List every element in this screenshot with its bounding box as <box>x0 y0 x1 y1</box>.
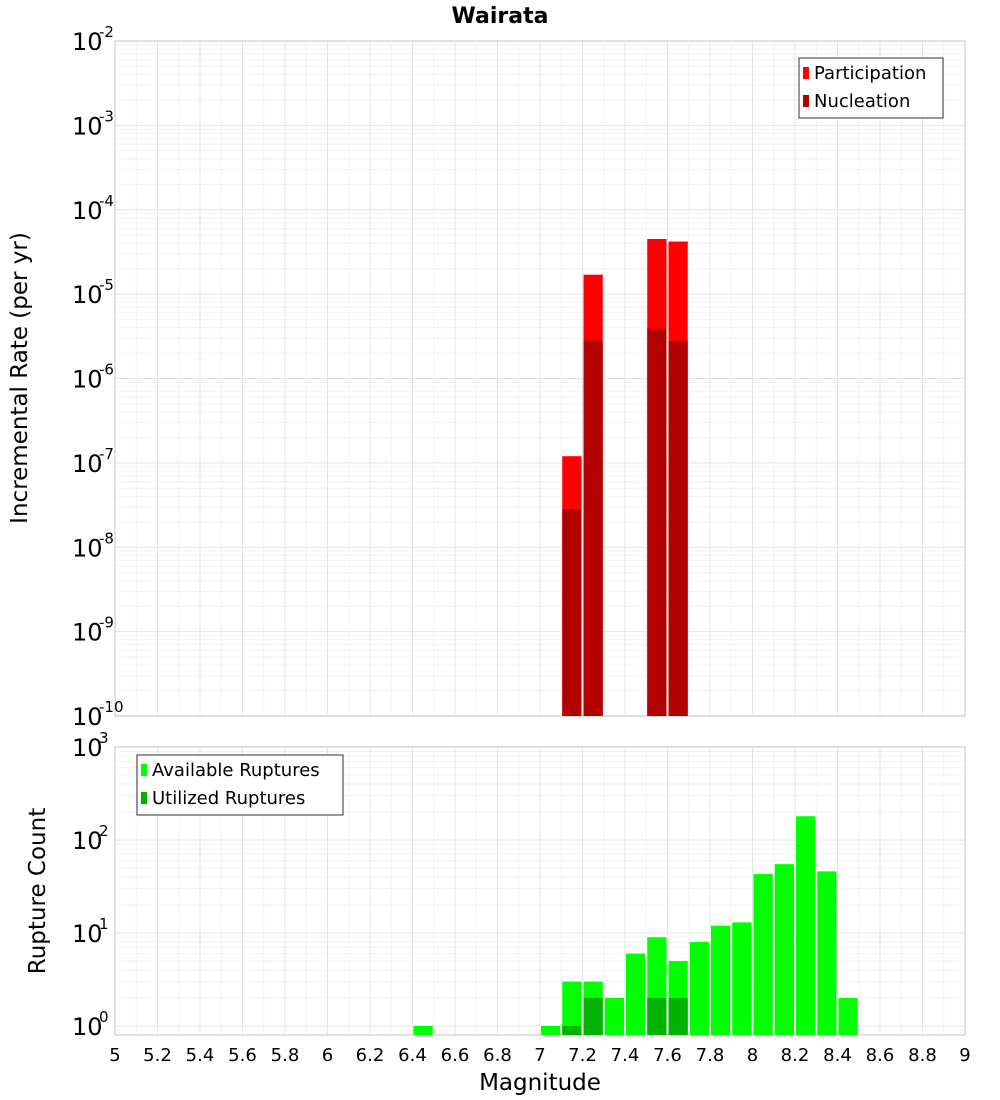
bottom-bar-available-ruptures <box>817 871 837 1035</box>
x-tick-label: 6.4 <box>398 1045 427 1066</box>
x-tick-label: 9 <box>959 1045 970 1066</box>
bottom-bar-available-ruptures <box>413 1025 433 1035</box>
bottom-bars <box>413 816 858 1035</box>
bottom-y-tick-base: 10 <box>72 920 103 948</box>
x-tick-label: 7.4 <box>611 1045 640 1066</box>
top-y-tick-exponent: -4 <box>99 192 114 210</box>
top-y-tick-base: 10 <box>72 112 103 140</box>
top-y-tick-labels: 10-210-310-410-510-610-710-810-910-10 <box>72 23 124 731</box>
bottom-bar-available-ruptures <box>541 1025 561 1035</box>
top-y-tick-exponent: -8 <box>99 529 114 547</box>
x-tick-label: 7.8 <box>696 1045 725 1066</box>
bottom-bar-available-ruptures <box>711 925 731 1035</box>
x-tick-label: 8.2 <box>781 1045 810 1066</box>
bottom-bar-available-ruptures <box>753 874 773 1035</box>
top-y-tick-exponent: -9 <box>99 614 114 632</box>
bottom-legend-label: Utilized Ruptures <box>152 788 305 809</box>
top-y-tick-exponent: -2 <box>99 23 114 41</box>
top-y-tick-exponent: -7 <box>99 445 114 463</box>
x-tick-label: 5.4 <box>186 1045 215 1066</box>
top-y-axis-label: Incremental Rate (per yr) <box>7 232 33 524</box>
x-tick-label: 5.6 <box>228 1045 257 1066</box>
top-bar-nucleation <box>562 509 582 716</box>
bottom-bar-utilized-ruptures <box>583 997 603 1035</box>
top-legend-label: Nucleation <box>814 91 910 112</box>
bottom-legend-box <box>136 754 344 816</box>
x-tick-label: 5 <box>109 1045 120 1066</box>
bottom-legend-swatch <box>141 764 147 776</box>
top-y-tick-base: 10 <box>72 281 103 309</box>
top-bar-nucleation <box>647 328 667 716</box>
top-y-tick-base: 10 <box>72 450 103 478</box>
x-tick-label: 8.6 <box>866 1045 895 1066</box>
bottom-legend-label: Available Ruptures <box>152 760 320 781</box>
bottom-y-tick-base: 10 <box>72 1013 103 1041</box>
bottom-y-tick-base: 10 <box>72 734 103 762</box>
top-legend-swatch <box>803 67 809 79</box>
bottom-bar-available-ruptures <box>626 953 646 1035</box>
x-tick-label: 5.2 <box>143 1045 172 1066</box>
bottom-y-tick-base: 10 <box>72 827 103 855</box>
x-tick-label: 8.8 <box>908 1045 937 1066</box>
top-grid <box>115 41 965 716</box>
top-y-tick-base: 10 <box>72 534 103 562</box>
bottom-legend-swatch <box>141 792 147 804</box>
top-y-tick-base: 10 <box>72 703 103 731</box>
bottom-bar-available-ruptures <box>774 864 794 1035</box>
x-tick-labels: 5 5.2 5.4 5.6 5.8 6 6.2 6.4 6.6 6.8 7 7.2 7.4 7.6 7.8 8… <box>109 1045 970 1066</box>
bottom-y-axis-label: Rupture Count <box>25 808 51 974</box>
bottom-y-tick-exponent: 2 <box>99 822 109 840</box>
x-tick-label: 6.8 <box>483 1045 512 1066</box>
top-y-tick-base: 10 <box>72 28 103 56</box>
top-bar-nucleation <box>668 340 688 716</box>
top-plot-panel: 10-210-310-410-510-610-710-810-910-10 In… <box>7 23 966 731</box>
top-y-tick-exponent: -6 <box>99 361 114 379</box>
top-legend-box <box>798 57 944 119</box>
bottom-bar-available-ruptures <box>604 997 624 1035</box>
bottom-bar-available-ruptures <box>838 997 858 1035</box>
top-y-tick-base: 10 <box>72 197 103 225</box>
bottom-y-tick-exponent: 3 <box>99 729 109 747</box>
x-tick-label: 6.6 <box>441 1045 470 1066</box>
bottom-bar-available-ruptures <box>796 816 816 1035</box>
x-axis-label: Magnitude <box>479 1070 601 1096</box>
bottom-legend: Available Ruptures Utilized Ruptures <box>136 754 344 816</box>
x-tick-label: 7 <box>534 1045 545 1066</box>
x-tick-label: 5.8 <box>271 1045 300 1066</box>
top-legend: Participation Nucleation <box>798 57 944 119</box>
top-bar-nucleation <box>583 340 603 716</box>
top-legend-swatch <box>803 95 809 107</box>
x-tick-label: 6.2 <box>356 1045 385 1066</box>
bottom-y-tick-exponent: 1 <box>99 915 109 933</box>
bottom-bar-available-ruptures <box>689 942 709 1035</box>
top-legend-label: Participation <box>814 63 926 84</box>
bottom-bar-utilized-ruptures <box>668 997 688 1035</box>
top-y-tick-exponent: -5 <box>99 276 114 294</box>
top-y-tick-base: 10 <box>72 366 103 394</box>
x-tick-label: 7.6 <box>653 1045 682 1066</box>
chart-title: Wairata <box>452 4 549 29</box>
top-bars <box>562 239 688 717</box>
x-tick-label: 6 <box>322 1045 333 1066</box>
bottom-y-tick-exponent: 0 <box>99 1008 109 1026</box>
top-y-tick-exponent: -10 <box>99 698 124 716</box>
x-tick-label: 8.4 <box>823 1045 852 1066</box>
x-tick-label: 8 <box>747 1045 758 1066</box>
x-tick-label: 7.2 <box>568 1045 597 1066</box>
bottom-bar-available-ruptures <box>562 981 582 1035</box>
top-y-tick-exponent: -3 <box>99 107 114 125</box>
bottom-bar-available-ruptures <box>732 922 752 1035</box>
top-y-tick-base: 10 <box>72 619 103 647</box>
bottom-bar-utilized-ruptures <box>647 997 667 1035</box>
bottom-bar-utilized-ruptures <box>562 1025 582 1035</box>
